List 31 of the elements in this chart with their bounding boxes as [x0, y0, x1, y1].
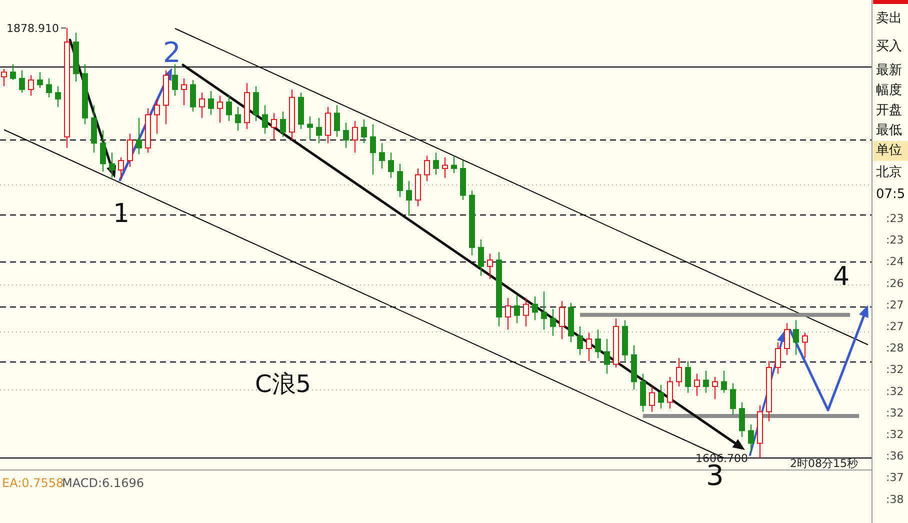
text: 买入: [876, 39, 902, 54]
text: :26: [886, 276, 904, 290]
text: :24: [886, 255, 904, 268]
text: :32: [886, 406, 904, 420]
text: :32: [886, 428, 904, 441]
text: :27: [886, 298, 904, 312]
text: :23: [886, 212, 904, 225]
text: 最低: [876, 123, 902, 138]
text: 单位: [876, 143, 902, 158]
text: :37: [886, 471, 904, 484]
text: 卖出: [876, 11, 902, 26]
text: 开盘: [876, 103, 902, 118]
text: :32: [886, 384, 904, 398]
text: :32: [886, 363, 904, 376]
text: 幅度: [876, 82, 902, 98]
annotation: C浪5: [255, 370, 312, 398]
text: :23: [886, 234, 904, 247]
annotation: 4: [833, 262, 850, 292]
text: :36: [886, 450, 904, 463]
annotation: 2: [163, 36, 181, 69]
text: :27: [886, 320, 904, 333]
text: 北京: [876, 165, 902, 180]
annotation: 2时08分15秒: [790, 457, 858, 470]
text: 07:5: [876, 187, 906, 202]
text: :38: [886, 492, 904, 506]
annotation: 1878.910: [6, 22, 59, 35]
text: MACD:6.1696: [62, 476, 144, 490]
text: :28: [886, 342, 904, 355]
text: EA:0.7558: [2, 476, 64, 490]
text: 最新: [876, 63, 902, 78]
annotation: 1: [113, 199, 130, 229]
